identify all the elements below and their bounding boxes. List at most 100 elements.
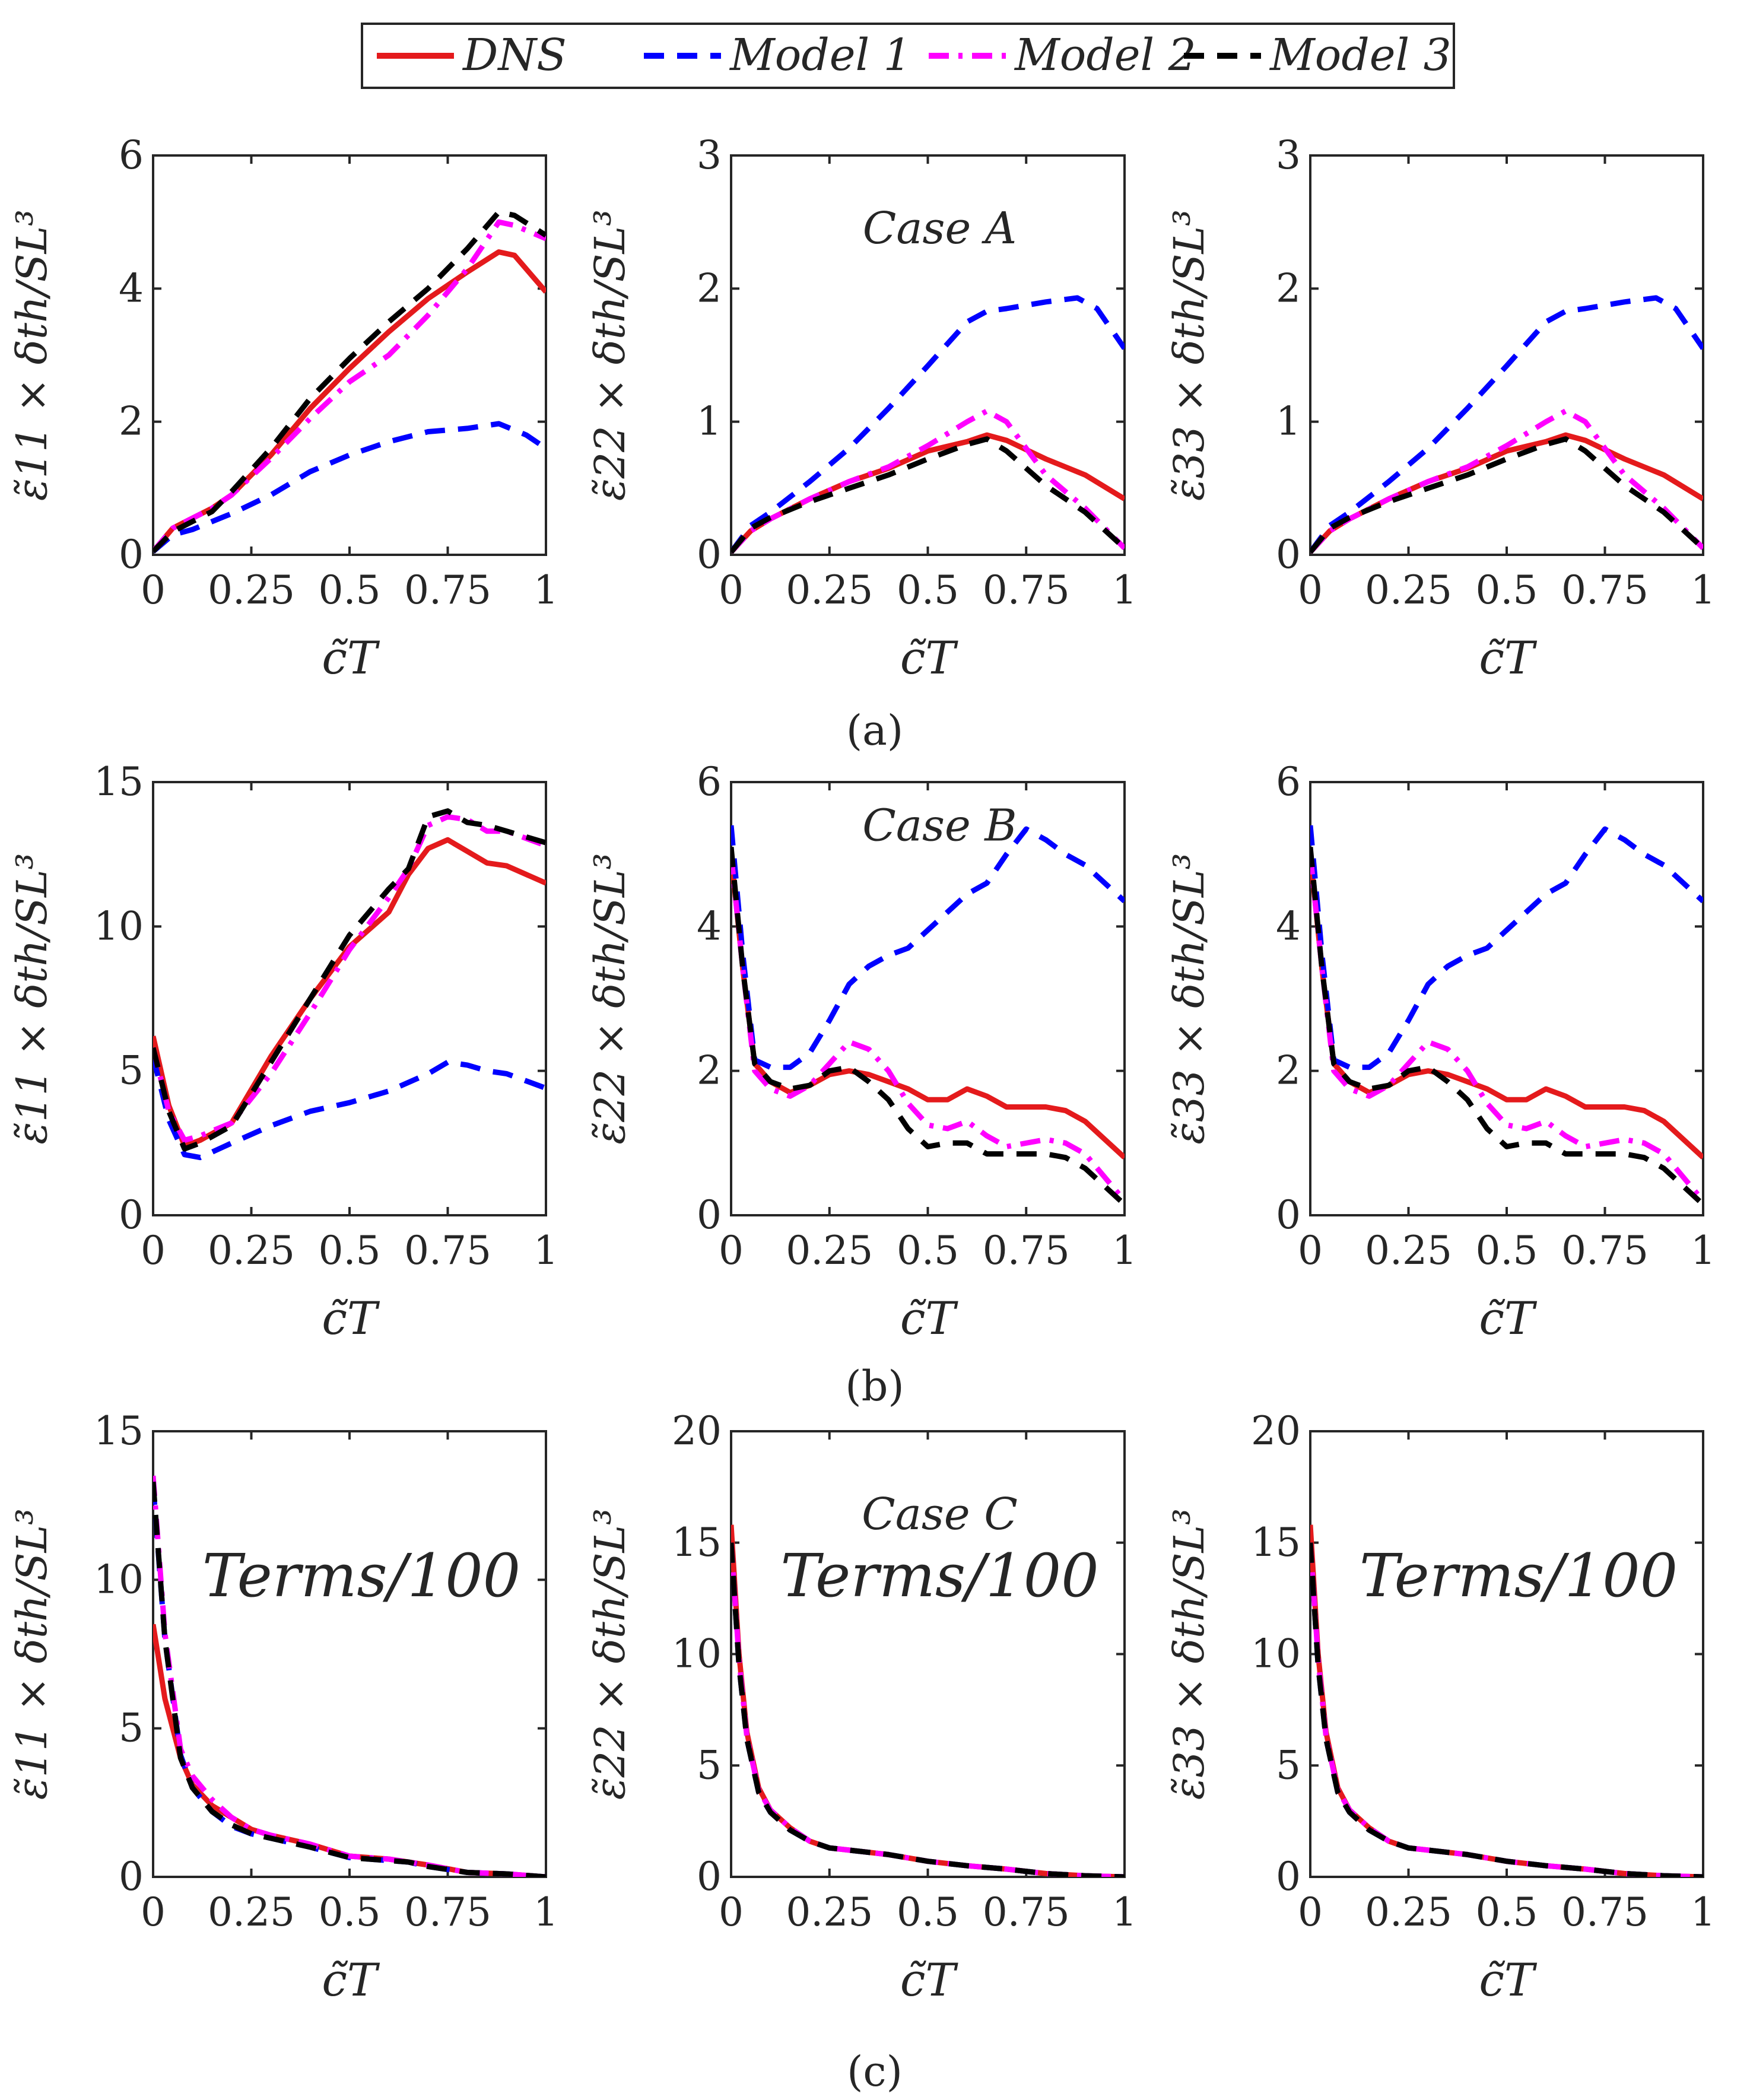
y-tick-label: 6 xyxy=(697,759,722,805)
y-tick-label: 2 xyxy=(697,1048,722,1094)
y-tick-label: 0 xyxy=(119,1854,144,1899)
y-tick-label: 1 xyxy=(1276,399,1301,444)
x-axis-label: c̃T xyxy=(900,1953,959,2006)
y-tick-label: 3 xyxy=(697,132,722,178)
y-axis-label: ε̃11 × δth/SL³ xyxy=(8,853,56,1144)
y-tick-label: 0 xyxy=(697,532,722,577)
y-tick-label: 20 xyxy=(1251,1408,1301,1454)
y-tick-label: 0 xyxy=(697,1192,722,1238)
series-line-model-1 xyxy=(731,825,1125,1070)
x-tick-label: 1 xyxy=(1112,1228,1137,1273)
x-tick-label: 0.75 xyxy=(404,1889,491,1935)
x-tick-label: 0.25 xyxy=(786,1889,873,1935)
y-tick-label: 15 xyxy=(672,1520,722,1565)
x-tick-label: 0 xyxy=(141,567,166,613)
y-tick-label: 15 xyxy=(1251,1520,1301,1565)
x-tick-label: 0.75 xyxy=(983,567,1070,613)
x-tick-label: 1 xyxy=(1691,1889,1716,1935)
y-tick-label: 2 xyxy=(119,399,144,444)
legend-entry-model-2: Model 2 xyxy=(929,30,1196,81)
y-axis-label: ε̃33 × δth/SL³ xyxy=(1165,1508,1214,1800)
x-axis-label: c̃T xyxy=(1479,1292,1538,1345)
x-tick-label: 0 xyxy=(141,1889,166,1935)
x-tick-label: 0.5 xyxy=(319,1889,381,1935)
x-tick-label: 0.25 xyxy=(208,567,295,613)
y-tick-label: 6 xyxy=(119,132,144,178)
y-axis-label: ε̃22 × δth/SL³ xyxy=(586,209,634,501)
x-tick-label: 1 xyxy=(1112,1889,1137,1935)
chart-panel-c1: 0 5 10 15 0 0.25 0.5 0.75 1 c̃T ε̃11 × δth/SL³ Term… xyxy=(8,1408,558,2006)
y-tick-label: 6 xyxy=(1276,759,1301,805)
y-tick-label: 15 xyxy=(94,1408,144,1454)
legend-label: Model 2 xyxy=(1014,30,1196,81)
series-line-model-2 xyxy=(731,854,1125,1203)
y-tick-label: 2 xyxy=(697,265,722,311)
x-tick-label: 1 xyxy=(1691,567,1716,613)
chart-panel-a3: 0 1 2 3 0 0.25 0.5 0.75 1 c̃T ε̃33 × δth/SL³ xyxy=(1165,132,1716,684)
y-tick-label: 10 xyxy=(1251,1631,1301,1677)
x-tick-label: 0.75 xyxy=(404,1228,491,1273)
x-tick-label: 0 xyxy=(141,1228,166,1273)
x-tick-label: 0.25 xyxy=(1365,567,1452,613)
x-tick-label: 0 xyxy=(719,1889,744,1935)
legend-label: Model 1 xyxy=(729,30,911,81)
legend-label: Model 3 xyxy=(1269,30,1452,81)
y-tick-label: 0 xyxy=(1276,532,1301,577)
y-tick-label: 5 xyxy=(1276,1742,1301,1788)
x-tick-label: 0.25 xyxy=(208,1889,295,1935)
y-tick-label: 2 xyxy=(1276,1048,1301,1094)
x-tick-label: 0.75 xyxy=(1561,567,1649,613)
x-tick-label: 1 xyxy=(533,1228,558,1273)
x-tick-label: 0.75 xyxy=(404,567,491,613)
y-tick-label: 5 xyxy=(697,1742,722,1788)
x-axis-label: c̃T xyxy=(322,1292,380,1345)
series-line-model-1 xyxy=(153,1056,546,1161)
series-line-model-3 xyxy=(731,847,1125,1207)
y-tick-label: 4 xyxy=(1276,903,1301,949)
terms-annotation: Terms/100 xyxy=(202,1541,521,1610)
x-tick-label: 0.5 xyxy=(319,567,381,613)
y-tick-label: 4 xyxy=(119,265,144,311)
x-tick-label: 0.75 xyxy=(1561,1228,1649,1273)
x-tick-label: 0.75 xyxy=(983,1228,1070,1273)
y-tick-label: 10 xyxy=(94,1556,144,1602)
panel-label: (b) xyxy=(845,1362,904,1410)
chart-panel-c2: 0 5 10 15 20 0 0.25 0.5 0.75 1 c̃T ε̃22 × δth/SL³ Ca… xyxy=(586,1408,1137,2006)
series-line-model-2 xyxy=(1310,1542,1703,1877)
series-line-model-3 xyxy=(1310,436,1703,554)
x-tick-label: 0.25 xyxy=(1365,1228,1452,1273)
y-tick-label: 10 xyxy=(94,903,144,949)
series-line-dns xyxy=(153,837,546,1149)
x-axis-label: c̃T xyxy=(322,631,380,684)
x-tick-label: 0.5 xyxy=(1476,1228,1538,1273)
x-axis-label: c̃T xyxy=(900,631,959,684)
panel-labels: (a) (b) (c) xyxy=(845,706,904,2096)
series-line-model-3 xyxy=(731,436,1125,554)
x-tick-label: 0.5 xyxy=(897,567,959,613)
y-tick-label: 5 xyxy=(119,1705,144,1751)
panel-label: (c) xyxy=(847,2047,903,2096)
x-tick-label: 0.25 xyxy=(208,1228,295,1273)
series-line-model-2 xyxy=(153,219,546,554)
series-line-model-3 xyxy=(153,209,546,554)
y-tick-label: 15 xyxy=(94,759,144,805)
x-tick-label: 1 xyxy=(533,567,558,613)
x-tick-label: 1 xyxy=(1691,1228,1716,1273)
terms-annotation: Terms/100 xyxy=(780,1541,1099,1610)
x-tick-label: 0 xyxy=(1298,1228,1323,1273)
x-tick-label: 0 xyxy=(719,567,744,613)
y-tick-label: 10 xyxy=(672,1631,722,1677)
y-axis-label: ε̃33 × δth/SL³ xyxy=(1165,209,1214,501)
legend-entry-model-3: Model 3 xyxy=(1184,30,1452,81)
y-tick-label: 5 xyxy=(119,1048,144,1094)
chart-panel-b1: 0 5 10 15 0 0.25 0.5 0.75 1 c̃T ε̃11 × δth/SL³ xyxy=(8,759,558,1345)
x-tick-label: 0.25 xyxy=(786,1228,873,1273)
legend-entry-dns: DNS xyxy=(377,30,567,81)
series-line-model-1 xyxy=(153,1484,546,1877)
chart-panel-b2: 0 2 4 6 0 0.25 0.5 0.75 1 c̃T ε̃22 × δth/SL³ Case B xyxy=(586,759,1137,1345)
y-axis-label: ε̃11 × δth/SL³ xyxy=(8,1508,56,1800)
x-axis-label: c̃T xyxy=(900,1292,959,1345)
y-tick-label: 0 xyxy=(1276,1854,1301,1899)
